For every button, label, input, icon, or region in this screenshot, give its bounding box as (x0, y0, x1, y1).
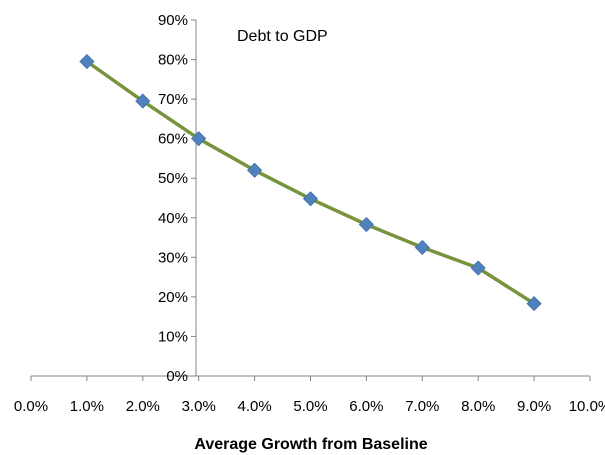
x-tick-label: 1.0% (70, 398, 104, 415)
y-tick-label: 30% (158, 249, 188, 266)
data-point-marker (247, 162, 263, 178)
data-point-marker (191, 131, 207, 147)
y-tick-label: 20% (158, 289, 188, 306)
y-tick-label: 90% (158, 12, 188, 29)
x-tick-label: 9.0% (517, 398, 551, 415)
x-tick-label: 6.0% (349, 398, 383, 415)
y-tick-label: 80% (158, 52, 188, 69)
x-tick-label: 5.0% (293, 398, 327, 415)
x-tick-label: 10.0% (569, 398, 605, 415)
series-line (85, 60, 536, 306)
x-tick-label: 0.0% (14, 398, 48, 415)
chart-title: Debt to GDP (237, 28, 328, 45)
x-tick-label: 8.0% (461, 398, 495, 415)
x-tick-label: 4.0% (237, 398, 271, 415)
x-tick-label: 7.0% (405, 398, 439, 415)
y-tick-label: 0% (166, 368, 188, 385)
x-axis-title: Average Growth from Baseline (194, 436, 427, 453)
data-point-marker (414, 239, 430, 256)
y-tick-label: 60% (158, 131, 188, 148)
y-tick-label: 40% (158, 210, 188, 227)
y-tick-label: 50% (158, 170, 188, 187)
data-point-marker (135, 93, 151, 109)
data-point-marker (79, 53, 95, 70)
x-tick-label: 2.0% (126, 398, 160, 415)
data-point-marker (358, 216, 374, 233)
y-tick-label: 70% (158, 91, 188, 108)
data-point-marker (302, 191, 319, 207)
data-point-marker (470, 260, 486, 276)
data-point-marker (526, 296, 542, 312)
y-tick-label: 10% (158, 328, 188, 345)
x-tick-label: 3.0% (182, 398, 216, 415)
